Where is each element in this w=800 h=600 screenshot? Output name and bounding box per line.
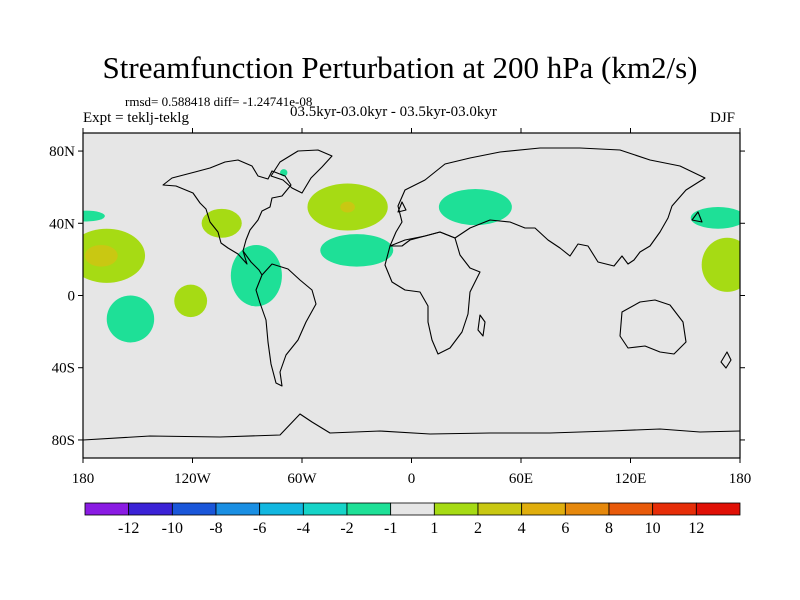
colorbar-label-6: -2: [340, 520, 353, 537]
x-tick-label-1: 180: [72, 471, 95, 487]
x-tick-label-6: 120E: [615, 471, 647, 487]
coastline-north-america: [162, 159, 292, 265]
colorbar-swatch-13: [608, 502, 654, 516]
colorbar-swatch-9: [433, 502, 479, 516]
x-tick-label-4: 0: [408, 471, 416, 487]
y-tick-label-2: 40N: [49, 216, 75, 232]
y-tick-label-5: 80S: [52, 433, 75, 449]
colorbar-label-9: 2: [474, 520, 482, 537]
colorbar: -12 -10 -8 -6 -4 -2 -1 1 2 4 6 8 10 12: [84, 502, 741, 537]
coastline-australia: [619, 299, 687, 355]
anomaly-region-13: [84, 244, 118, 267]
colorbar-label-4: -6: [253, 520, 266, 537]
coastline-south-america: [255, 263, 317, 387]
colorbar-swatch-8: [390, 502, 435, 516]
colorbar-swatch-6: [302, 502, 348, 516]
colorbar-swatch-11: [521, 502, 566, 516]
colorbar-swatch-12: [564, 502, 610, 516]
y-tick-label-4: 40S: [52, 361, 75, 377]
colorbar-label-8: 1: [430, 520, 438, 537]
y-tick-label-1: 80N: [49, 144, 75, 160]
colorbar-swatch-1: [84, 502, 130, 516]
colorbar-swatch-7: [346, 502, 392, 516]
anomaly-region-6: [690, 207, 740, 229]
coastline-central-america: [242, 250, 263, 276]
anomaly-region-9: [201, 208, 242, 238]
coastline-madagascar: [477, 314, 486, 337]
colorbar-label-13: 10: [645, 520, 661, 537]
x-tick-label-5: 60E: [509, 471, 533, 487]
coastline-japan: [691, 211, 703, 223]
coastline-greenland: [270, 149, 333, 194]
colorbar-label-3: -8: [209, 520, 222, 537]
coastline-antarctica: [83, 413, 740, 441]
season-label: DJF: [710, 110, 736, 126]
anomaly-region-14: [340, 201, 355, 213]
colorbar-label-7: -1: [384, 520, 397, 537]
x-tick-label-3: 60W: [287, 471, 317, 487]
x-tick-label-7: 180: [729, 471, 752, 487]
axes: 180 120W 60W 0 60E 120E 180 80N 40N 0 40S 80S: [49, 128, 751, 487]
chart-title: Streamfunction Perturbation at 200 hPa (…: [102, 50, 698, 85]
x-tick-label-2: 120W: [174, 471, 212, 487]
y-tick-label-3: 0: [68, 289, 76, 305]
colorbar-label-2: -10: [162, 520, 183, 537]
coastline-new-zealand: [720, 351, 732, 369]
anomaly-region-2: [320, 234, 394, 267]
colorbar-swatch-2: [128, 502, 173, 516]
coastlines: [83, 147, 740, 441]
rmsd-diff-label: rmsd= 0.588418 diff= -1.24741e-08: [125, 94, 313, 109]
colorbar-label-12: 8: [605, 520, 613, 537]
period-label: 03.5kyr-03.0kyr - 03.5kyr-03.0kyr: [290, 104, 497, 120]
anomaly-region-5: [83, 210, 105, 222]
anomaly-region-11: [174, 284, 208, 318]
colorbar-label-11: 6: [561, 520, 569, 537]
anomaly-region-4: [106, 295, 155, 343]
anomaly-region-12: [701, 237, 740, 292]
colorbar-label-1: -12: [118, 520, 139, 537]
coastline-eurasia: [389, 147, 706, 267]
colorbar-swatch-5: [259, 502, 304, 516]
colorbar-swatch-10: [477, 502, 523, 516]
colorbar-swatch-15: [695, 502, 741, 516]
colorbar-swatch-14: [652, 502, 697, 516]
coastline-africa: [384, 231, 481, 355]
colorbar-label-5: -4: [297, 520, 310, 537]
experiment-label: Expt = teklj-teklg: [83, 110, 189, 126]
colorbar-swatch-3: [171, 502, 217, 516]
colorbar-label-14: 12: [688, 520, 704, 537]
colorbar-label-10: 4: [518, 520, 526, 537]
coastline-british-isles: [397, 201, 407, 213]
anomaly-region-1: [438, 188, 512, 226]
colorbar-swatch-4: [215, 502, 261, 516]
